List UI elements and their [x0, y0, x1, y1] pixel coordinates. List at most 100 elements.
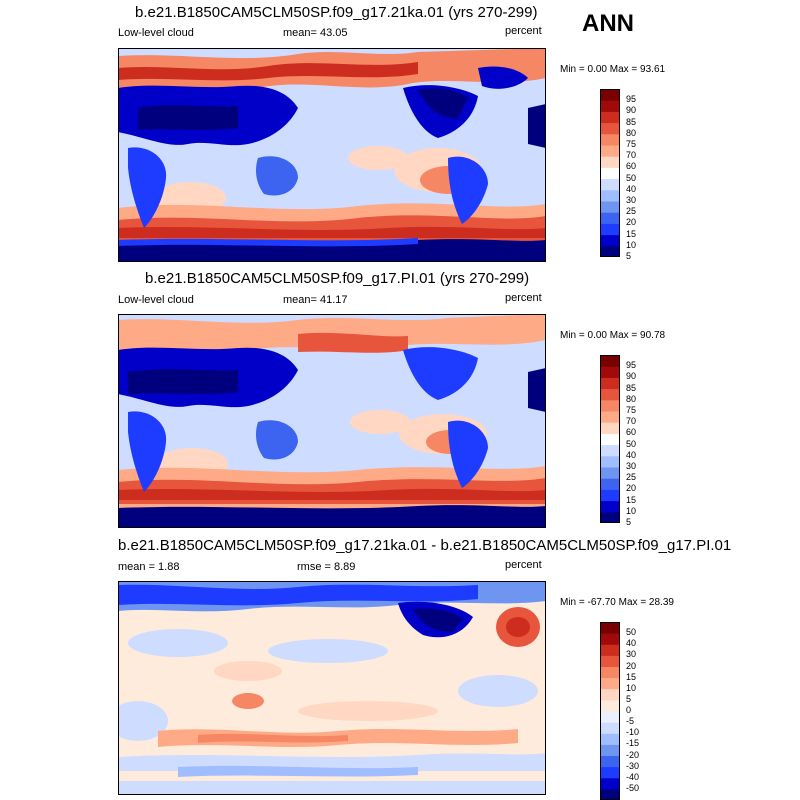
colorbar-label: 40 — [626, 638, 637, 649]
colorbar-swatch — [600, 167, 620, 180]
colorbar-swatch — [600, 478, 620, 490]
colorbar-label: 75 — [626, 405, 637, 415]
colorbar-swatch — [600, 212, 620, 224]
colorbar-label: 80 — [626, 127, 637, 138]
panel2-map — [118, 314, 546, 528]
colorbar-swatch — [600, 133, 620, 146]
colorbar-label: -30 — [626, 760, 640, 771]
colorbar-label: 20 — [626, 660, 637, 671]
panel3-rmse-label: rmse = 8.89 — [297, 561, 356, 573]
colorbar-label: 0 — [626, 705, 632, 715]
panel3-colorbar — [600, 622, 620, 800]
colorbar-swatch — [600, 777, 620, 790]
colorbar-label: 30 — [626, 195, 637, 205]
panel1-map — [118, 48, 546, 262]
colorbar-swatch — [600, 766, 620, 779]
colorbar-swatch — [600, 433, 620, 446]
colorbar-swatch — [600, 722, 620, 734]
colorbar-label: 5 — [626, 517, 632, 527]
season-label: ANN — [582, 10, 634, 37]
panel3-mean-label: mean = 1.88 — [118, 561, 180, 573]
colorbar-label: 95 — [626, 360, 637, 371]
panel2-mean-label: mean= 41.17 — [283, 294, 348, 306]
panel1-units: percent — [505, 25, 542, 37]
colorbar-label: 50 — [626, 627, 637, 638]
colorbar-label: 70 — [626, 150, 637, 161]
colorbar-label: 90 — [626, 371, 637, 382]
colorbar-label: 15 — [626, 494, 637, 505]
colorbar-label: 90 — [626, 105, 637, 116]
colorbar-swatch — [600, 733, 620, 745]
colorbar-swatch — [600, 89, 620, 101]
colorbar-label: 15 — [626, 228, 637, 239]
colorbar-label: 10 — [626, 505, 637, 516]
colorbar-swatch — [600, 145, 620, 157]
colorbar-swatch — [600, 201, 620, 213]
panel2-title: b.e21.B1850CAM5CLM50SP.f09_g17.PI.01 (yr… — [145, 270, 530, 287]
colorbar-swatch — [600, 111, 620, 124]
colorbar-label: 85 — [626, 382, 637, 393]
colorbar-label: 40 — [626, 449, 637, 460]
panel1-left-label: Low-level cloud — [118, 27, 194, 39]
panel3-min-max: Min = -67.70 Max = 28.39 — [560, 597, 674, 608]
panel1-title: b.e21.B1850CAM5CLM50SP.f09_g17.21ka.01 (… — [135, 4, 538, 21]
colorbar-label: 25 — [626, 472, 637, 483]
colorbar-label: 30 — [626, 461, 637, 471]
colorbar-swatch — [600, 122, 620, 135]
colorbar-label: 60 — [626, 427, 637, 438]
colorbar-label: 60 — [626, 161, 637, 172]
colorbar-label: -40 — [626, 771, 640, 782]
colorbar-swatch — [600, 234, 620, 247]
panel2-left-label: Low-level cloud — [118, 294, 194, 306]
colorbar-label: 5 — [626, 251, 632, 261]
colorbar-label: 15 — [626, 671, 637, 682]
panel3-units: percent — [505, 559, 542, 571]
colorbar-swatch — [600, 422, 620, 434]
colorbar-swatch — [600, 688, 620, 701]
colorbar-swatch — [600, 744, 620, 756]
colorbar-swatch — [600, 788, 620, 800]
colorbar-swatch — [600, 633, 620, 645]
colorbar-label: -10 — [626, 727, 640, 738]
colorbar-swatch — [600, 100, 620, 112]
colorbar-label: 95 — [626, 94, 637, 105]
colorbar-label: -15 — [626, 738, 640, 749]
colorbar-label: 75 — [626, 139, 637, 149]
panel1-colorbar — [600, 89, 620, 257]
colorbar-label: 80 — [626, 393, 637, 404]
colorbar-swatch — [600, 500, 620, 513]
colorbar-swatch — [600, 655, 620, 667]
colorbar-swatch — [600, 366, 620, 378]
colorbar-swatch — [600, 355, 620, 367]
colorbar-swatch — [600, 622, 620, 634]
colorbar-swatch — [600, 511, 620, 523]
colorbar-label: 50 — [626, 438, 637, 449]
colorbar-label: 70 — [626, 416, 637, 427]
colorbar-swatch — [600, 388, 620, 401]
colorbar-swatch — [600, 666, 620, 679]
colorbar-swatch — [600, 711, 620, 723]
panel1-mean-label: mean= 43.05 — [283, 27, 348, 39]
colorbar-swatch — [600, 644, 620, 656]
colorbar-swatch — [600, 699, 620, 712]
panel2-min-max: Min = 0.00 Max = 90.78 — [560, 330, 666, 341]
colorbar-label: -50 — [626, 782, 640, 793]
colorbar-swatch — [600, 455, 620, 468]
colorbar-label: 5 — [626, 693, 632, 704]
colorbar-label: 30 — [626, 649, 637, 660]
panel1-min-max: Min = 0.00 Max = 93.61 — [560, 64, 666, 75]
colorbar-label: 50 — [626, 172, 637, 183]
colorbar-swatch — [600, 755, 620, 768]
colorbar-swatch — [600, 377, 620, 390]
colorbar-swatch — [600, 444, 620, 457]
colorbar-label: 10 — [626, 682, 637, 693]
colorbar-label: 20 — [626, 217, 637, 228]
colorbar-swatch — [600, 156, 620, 168]
panel3-title: b.e21.B1850CAM5CLM50SP.f09_g17.21ka.01 -… — [118, 537, 732, 554]
panel2-units: percent — [505, 292, 542, 304]
panel2-colorbar — [600, 355, 620, 523]
colorbar-swatch — [600, 677, 620, 690]
colorbar-label: 10 — [626, 239, 637, 250]
colorbar-label: -20 — [626, 749, 640, 760]
colorbar-swatch — [600, 245, 620, 257]
